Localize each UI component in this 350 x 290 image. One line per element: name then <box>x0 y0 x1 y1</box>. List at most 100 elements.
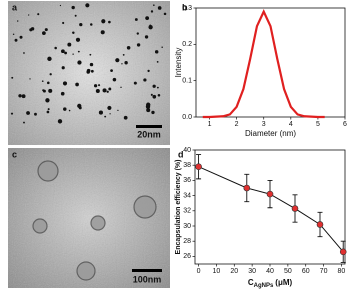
micrograph-a <box>8 1 170 145</box>
particle <box>163 12 167 16</box>
particle <box>46 110 50 114</box>
particle <box>136 43 141 47</box>
y-axis-label: Encapsulation efficiency (%) <box>175 160 182 255</box>
particle <box>90 23 93 26</box>
y-tick-label: 26 <box>183 253 191 260</box>
y-tick-label: 0.0 <box>182 114 192 121</box>
particle <box>18 94 22 98</box>
particle <box>74 14 77 17</box>
particle <box>47 108 50 111</box>
x-tick-label: 0 <box>197 268 201 275</box>
data-point <box>266 190 274 198</box>
particle <box>19 35 23 39</box>
particle <box>152 84 156 88</box>
data-point <box>243 184 251 192</box>
particle <box>154 50 159 54</box>
x-tick-label: 70 <box>320 268 328 275</box>
data-line <box>202 9 325 119</box>
particle <box>98 110 103 115</box>
particle <box>72 53 74 55</box>
particle <box>14 38 18 42</box>
particle <box>146 17 149 20</box>
particle <box>23 121 25 124</box>
particle <box>48 88 53 93</box>
particle <box>42 31 46 35</box>
particle <box>117 109 119 112</box>
particle <box>152 94 157 99</box>
particle <box>79 22 83 27</box>
particle <box>106 90 109 93</box>
particle <box>89 62 94 67</box>
particle <box>134 18 138 21</box>
particle <box>136 32 139 35</box>
particle <box>93 84 98 88</box>
particle <box>57 119 63 124</box>
y-tick-label: 40 <box>183 147 191 154</box>
x-tick-label: 40 <box>266 268 274 275</box>
y-axis-label: Intensity <box>174 48 183 78</box>
panel-label: b <box>182 2 188 12</box>
particle <box>112 77 117 82</box>
particle <box>102 88 107 93</box>
x-tick-label: 20 <box>230 268 238 275</box>
particle <box>148 25 153 30</box>
x-tick-label: 2 <box>235 121 239 128</box>
particle <box>34 112 37 116</box>
particle <box>126 45 131 50</box>
particle <box>108 20 111 24</box>
particle <box>26 111 30 115</box>
particle <box>110 69 113 72</box>
particle <box>95 89 100 94</box>
particle <box>147 69 150 73</box>
particle <box>115 58 120 63</box>
x-tick-label: 3 <box>262 121 266 128</box>
y-tick-label: 28 <box>183 238 191 245</box>
particle <box>28 14 30 16</box>
data-point <box>291 205 299 212</box>
particle <box>133 81 137 85</box>
particle <box>61 49 65 54</box>
particle <box>107 105 112 110</box>
particle <box>108 87 112 91</box>
particle <box>47 81 50 85</box>
y-tick-label: 32 <box>183 208 191 215</box>
scale-bar-label: 20nm <box>137 129 161 139</box>
particle <box>121 63 123 65</box>
particle <box>89 53 92 56</box>
panel-label: d <box>178 149 184 159</box>
y-tick-label: 36 <box>183 177 191 184</box>
y-tick-label: 0.1 <box>182 78 192 85</box>
particle <box>157 6 162 10</box>
particle <box>61 66 65 70</box>
scale-bar-label: 100nm <box>133 274 162 284</box>
particle <box>151 110 155 115</box>
particle <box>41 80 44 82</box>
particle <box>120 86 122 89</box>
particle <box>49 73 52 76</box>
particle <box>157 86 159 89</box>
particle <box>149 24 152 27</box>
particle <box>16 20 19 22</box>
particle <box>100 30 105 35</box>
x-axis-label: Diameter (nm) <box>245 129 296 138</box>
particle <box>156 60 159 63</box>
particle <box>146 102 151 107</box>
particle <box>37 13 40 16</box>
data-point <box>316 221 324 228</box>
particle <box>68 109 71 112</box>
particle <box>146 108 151 113</box>
panel-label: a <box>12 2 18 12</box>
particle <box>98 84 101 87</box>
particle <box>29 78 31 80</box>
micrograph-c <box>8 148 170 288</box>
particle <box>85 3 90 8</box>
particle <box>62 21 65 25</box>
y-tick-label: 30 <box>183 223 191 230</box>
data-point <box>339 248 347 256</box>
particle <box>157 93 161 97</box>
particle <box>75 37 81 42</box>
particle <box>63 107 67 111</box>
particle <box>143 78 147 82</box>
x-tick-label: 5 <box>316 121 320 128</box>
